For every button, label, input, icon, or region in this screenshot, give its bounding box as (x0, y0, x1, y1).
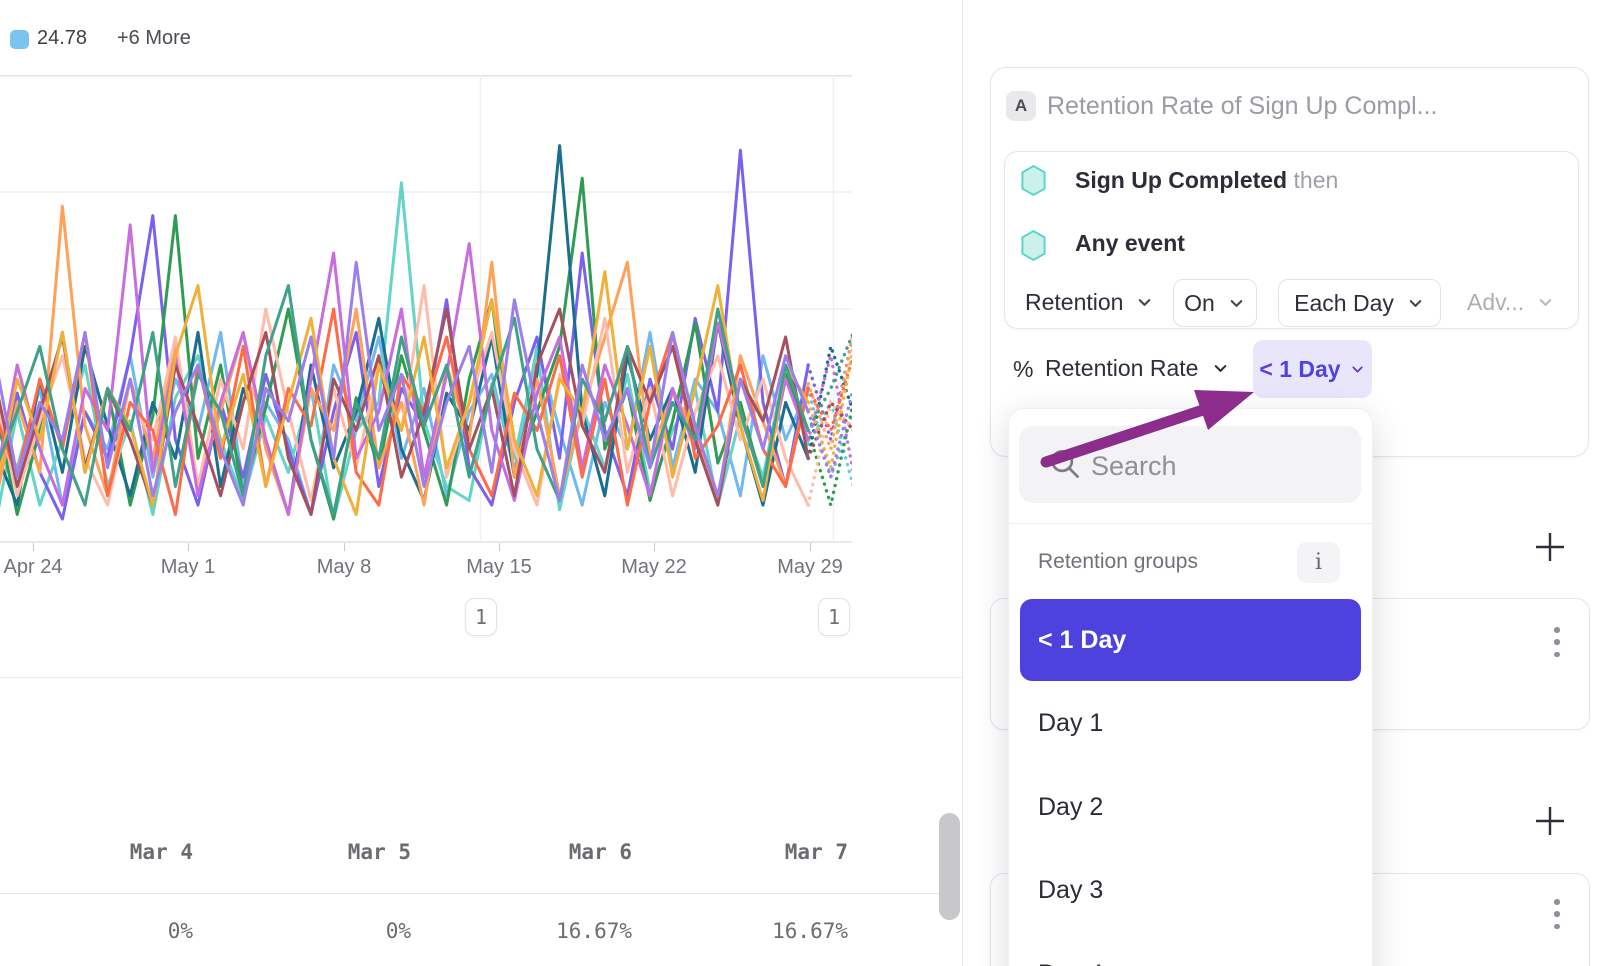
event-suffix: then (1293, 167, 1339, 193)
table-cell-value: 0% (385, 919, 411, 943)
table-cell-value: 16.67% (772, 919, 848, 943)
advanced-dropdown[interactable]: Adv... (1467, 279, 1555, 325)
retention-mode-dropdown[interactable]: Retention (1025, 279, 1154, 325)
axis-tick (33, 543, 34, 551)
axis-tick-label: May 22 (621, 556, 687, 578)
panel-divider (962, 0, 963, 966)
event-hexagon-icon (1021, 165, 1046, 196)
chart-series-line (0, 260, 810, 507)
option-lt-1-day-selected[interactable]: < 1 Day (1020, 599, 1361, 681)
chart-series-line (0, 144, 810, 516)
search-box[interactable] (1019, 426, 1361, 503)
query-title: Retention Rate of Sign Up Compl... (1047, 92, 1438, 120)
chart-series-projection (806, 354, 852, 435)
chart-series-projection (806, 331, 852, 441)
metric-letter-badge: A (1006, 91, 1036, 121)
table-divider (0, 893, 940, 894)
axis-tick (344, 543, 345, 551)
event-row-any-event[interactable]: Any event (1075, 230, 1185, 256)
chart-series-projection (806, 345, 852, 475)
chevron-down-icon (1351, 365, 1363, 373)
chevron-down-icon (1539, 298, 1552, 306)
annotation-marker-badge[interactable]: 1 (818, 598, 850, 636)
on-label: On (1184, 289, 1215, 316)
chart-series-projection (806, 331, 852, 456)
axis-tick-label: May 29 (777, 556, 843, 578)
table-column-header: Mar 6 (568, 840, 632, 864)
search-icon (1051, 450, 1079, 478)
axis-tick-label: May 1 (160, 556, 216, 578)
table-cell-value: 0% (167, 919, 193, 943)
event-row-signup[interactable]: Sign Up Completed then (1075, 167, 1338, 194)
percent-symbol: % (1013, 356, 1034, 382)
chart-series-projection (806, 331, 852, 433)
menu-divider (1009, 523, 1372, 524)
axis-tick-label: May 8 (316, 556, 372, 578)
axis-tick (654, 543, 655, 551)
legend-series-swatch (10, 30, 29, 49)
axis-tick (810, 543, 811, 551)
chart-series-line (0, 284, 810, 516)
on-dropdown[interactable]: On (1173, 279, 1257, 327)
chart-series-projection (806, 387, 852, 484)
kebab-menu-icon[interactable] (1550, 899, 1564, 929)
event-name: Sign Up Completed (1075, 167, 1288, 193)
group-heading: Retention groups (1038, 550, 1198, 573)
vertical-scrollbar[interactable] (939, 813, 960, 920)
chart-series-projection (806, 398, 852, 507)
interval-label: Each Day (1294, 289, 1394, 316)
axis-tick-label: May 15 (466, 556, 532, 578)
metric-label: Retention Rate (1045, 355, 1199, 381)
legend-series-label[interactable]: 24.78 (37, 27, 88, 49)
option-day-4[interactable]: Day 4 (1009, 933, 1372, 966)
axis-tick (188, 543, 189, 551)
metric-dropdown[interactable]: Retention Rate (1045, 355, 1230, 382)
chevron-down-icon (1215, 365, 1227, 372)
axis-tick-label: Apr 24 (3, 556, 63, 578)
retention-bucket-dropdown[interactable]: < 1 Day (1253, 340, 1372, 398)
table-column-header: Mar 4 (129, 840, 193, 864)
table-cell-value: 16.67% (556, 919, 632, 943)
search-input[interactable] (1089, 446, 1343, 486)
axis-tick (499, 543, 500, 551)
event-hexagon-icon (1021, 230, 1046, 261)
retention-groups-dropdown-menu: Retention groups i < 1 Day Day 1 Day 2 Day… (1008, 408, 1373, 966)
chart-series-projection (806, 355, 852, 474)
retention-line-chart[interactable] (0, 75, 852, 543)
option-day-2[interactable]: Day 2 (1038, 792, 1104, 821)
legend-more-button[interactable]: +6 More (117, 27, 191, 49)
add-metric-button plus-icon[interactable] (1533, 804, 1567, 838)
chevron-down-icon (1139, 298, 1151, 306)
kebab-menu-icon[interactable] (1550, 627, 1564, 657)
advanced-label: Adv... (1467, 288, 1525, 315)
retention-mode-label: Retention (1025, 288, 1124, 315)
interval-dropdown[interactable]: Each Day (1278, 279, 1441, 327)
add-metric-button plus-icon[interactable] (1533, 530, 1567, 564)
table-column-header: Mar 5 (347, 840, 411, 864)
option-day-1[interactable]: Day 1 (1038, 709, 1104, 737)
chart-series-line (0, 307, 810, 516)
table-column-header: Mar 7 (784, 840, 848, 864)
option-day-3[interactable]: Day 3 (1038, 876, 1104, 905)
section-divider (0, 677, 962, 678)
chevron-down-icon (1409, 299, 1422, 307)
info-icon[interactable]: i (1297, 542, 1340, 583)
bucket-label: < 1 Day (1259, 355, 1341, 382)
annotation-marker-badge[interactable]: 1 (465, 598, 497, 636)
chevron-down-icon (1230, 299, 1243, 307)
